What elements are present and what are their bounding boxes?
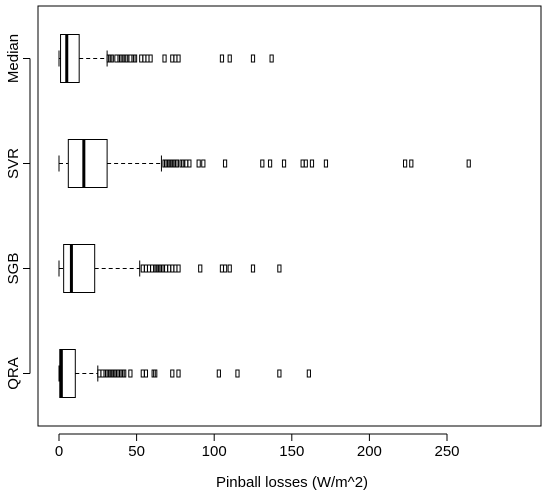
outlier-point	[402, 159, 408, 168]
box-median	[60, 34, 80, 83]
x-tick-label: 0	[55, 443, 63, 460]
outlier-point	[409, 159, 414, 168]
box-sgb	[63, 244, 96, 293]
x-axis-title: Pinball losses (W/m^2)	[216, 474, 368, 491]
outlier-point	[170, 369, 175, 378]
outlier-point	[143, 369, 149, 378]
outlier-point	[174, 159, 180, 168]
outlier-point	[269, 54, 274, 63]
outlier-point	[132, 54, 138, 63]
outlier-point	[281, 159, 287, 168]
outlier-point	[303, 159, 308, 168]
x-tick-label: 200	[357, 443, 382, 460]
x-tick-label: 250	[434, 443, 459, 460]
outlier-point	[267, 159, 273, 168]
outlier-point	[176, 264, 181, 273]
outlier-point	[216, 369, 221, 378]
outlier-point	[222, 159, 228, 168]
y-tick-label: Median	[5, 34, 22, 83]
outlier-point	[198, 264, 203, 273]
outlier-point	[201, 159, 206, 168]
outlier-point	[148, 54, 153, 63]
outlier-point	[260, 159, 265, 168]
outlier-point	[250, 264, 256, 273]
outlier-point	[309, 159, 315, 168]
outlier-point	[162, 54, 167, 63]
x-tick-label: 100	[202, 443, 227, 460]
outlier-point	[196, 159, 201, 168]
outlier-point	[466, 159, 471, 168]
outlier-point	[176, 369, 181, 378]
outlier-point	[250, 54, 256, 63]
outlier-point	[187, 159, 192, 168]
outlier-point	[323, 159, 329, 168]
outlier-point	[227, 54, 232, 63]
outlier-point	[153, 369, 158, 378]
x-tick-label: 150	[279, 443, 304, 460]
plot-area: 0 50 100 150 200 250 QRA SGB SVR Median	[5, 5, 542, 460]
outlier-point	[227, 264, 232, 273]
box-svr	[67, 139, 108, 188]
outlier-point	[235, 369, 240, 378]
box-qra	[59, 349, 76, 398]
y-tick-label: QRA	[5, 357, 22, 390]
outlier-point	[109, 54, 114, 63]
plot-frame	[37, 5, 542, 427]
y-tick-label: SGB	[5, 253, 22, 285]
outlier-point	[277, 264, 282, 273]
outlier-point	[306, 369, 311, 378]
x-tick-label: 50	[128, 443, 145, 460]
y-tick-label: SVR	[5, 148, 22, 179]
outlier-point	[277, 369, 282, 378]
outlier-point	[176, 54, 181, 63]
outlier-point	[219, 54, 225, 63]
outlier-point	[222, 264, 228, 273]
outlier-point	[128, 369, 133, 378]
outlier-point	[122, 369, 127, 378]
